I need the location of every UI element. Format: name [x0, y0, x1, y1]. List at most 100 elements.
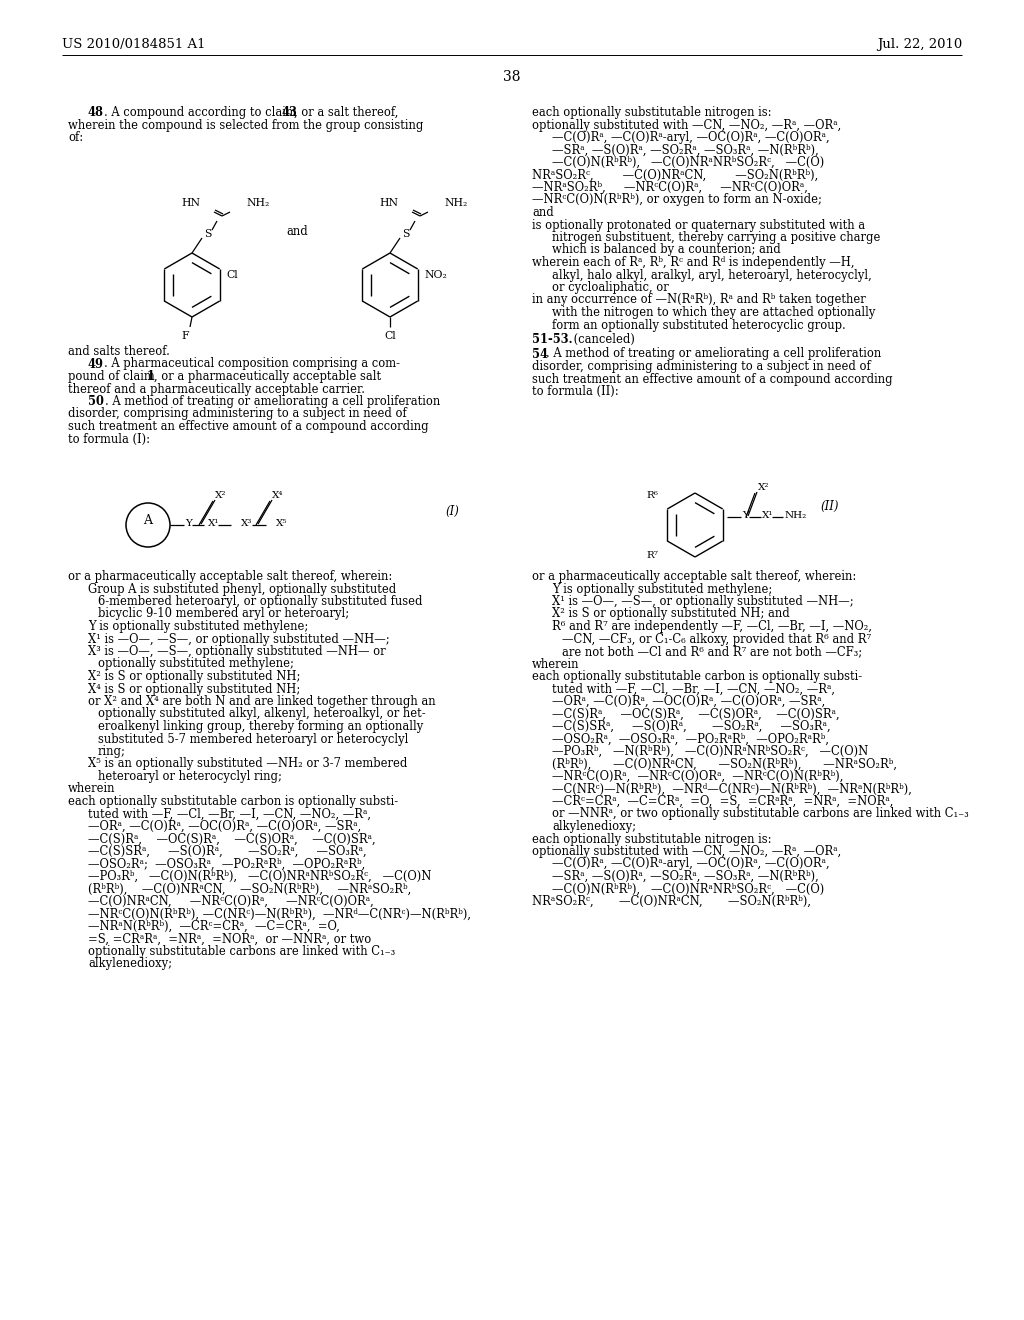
Text: X⁴: X⁴	[272, 491, 284, 500]
Text: (canceled): (canceled)	[570, 333, 635, 346]
Text: —C(S)Rᵃ,    —OC(S)Rᵃ,    —C(S)ORᵃ,    —C(O)SRᵃ,: —C(S)Rᵃ, —OC(S)Rᵃ, —C(S)ORᵃ, —C(O)SRᵃ,	[88, 833, 376, 846]
Text: —CRᶜ=CRᵃ,  —C=CRᵃ,  =O,  =S,  =CRᵃRᵃ,  =NRᵃ,  =NORᵃ,: —CRᶜ=CRᵃ, —C=CRᵃ, =O, =S, =CRᵃRᵃ, =NRᵃ, …	[552, 795, 893, 808]
Text: 51-53.: 51-53.	[532, 333, 572, 346]
Text: NH₂: NH₂	[246, 198, 269, 209]
Text: —OSO₂Rᵃ,  —OSO₃Rᵃ,  —PO₂RᵃRᵇ,  —OPO₂RᵃRᵇ,: —OSO₂Rᵃ, —OSO₃Rᵃ, —PO₂RᵃRᵇ, —OPO₂RᵃRᵇ,	[552, 733, 829, 746]
Text: Y: Y	[742, 511, 749, 520]
Text: HN: HN	[181, 198, 200, 209]
Text: X⁵ is an optionally substituted —NH₂ or 3-7 membered: X⁵ is an optionally substituted —NH₂ or …	[88, 758, 408, 771]
Text: substituted 5-7 membered heteroaryl or heterocyclyl: substituted 5-7 membered heteroaryl or h…	[98, 733, 409, 746]
Text: tuted with —F, —Cl, —Br, —I, —CN, —NO₂, —Rᵃ,: tuted with —F, —Cl, —Br, —I, —CN, —NO₂, …	[552, 682, 835, 696]
Text: Y is optionally substituted methylene;: Y is optionally substituted methylene;	[88, 620, 308, 634]
Text: —NRᶜC(O)Rᵃ,  —NRᶜC(O)ORᵃ,  —NRᶜC(O)N(RᵇRᵇ),: —NRᶜC(O)Rᵃ, —NRᶜC(O)ORᵃ, —NRᶜC(O)N(RᵇRᵇ)…	[552, 770, 844, 783]
Text: US 2010/0184851 A1: US 2010/0184851 A1	[62, 38, 206, 51]
Text: with the nitrogen to which they are attached optionally: with the nitrogen to which they are atta…	[552, 306, 876, 319]
Text: —NRᵃSO₂Rᵇ,     —NRᶜC(O)Rᵃ,     —NRᶜC(O)ORᵃ,: —NRᵃSO₂Rᵇ, —NRᶜC(O)Rᵃ, —NRᶜC(O)ORᵃ,	[532, 181, 808, 194]
Text: (RᵇRᵇ),      —C(O)NRᵃCN,      —SO₂N(RᵇRᵇ),      —NRᵃSO₂Rᵇ,: (RᵇRᵇ), —C(O)NRᵃCN, —SO₂N(RᵇRᵇ), —NRᵃSO₂…	[552, 758, 897, 771]
Text: 43: 43	[282, 106, 298, 119]
Text: NH₂: NH₂	[785, 511, 807, 520]
Text: to formula (II):: to formula (II):	[532, 385, 618, 399]
Text: which is balanced by a counterion; and: which is balanced by a counterion; and	[552, 243, 780, 256]
Text: . A compound according to claim: . A compound according to claim	[104, 106, 300, 119]
Text: —C(O)N(RᵇRᵇ),   —C(O)NRᵃNRᵇSO₂Rᶜ,   —C(O): —C(O)N(RᵇRᵇ), —C(O)NRᵃNRᵇSO₂Rᶜ, —C(O)	[552, 883, 824, 895]
Text: to formula (I):: to formula (I):	[68, 433, 150, 446]
Text: eroalkenyl linking group, thereby forming an optionally: eroalkenyl linking group, thereby formin…	[98, 719, 423, 733]
Text: optionally substituted methylene;: optionally substituted methylene;	[98, 657, 294, 671]
Text: Group A is substituted phenyl, optionally substituted: Group A is substituted phenyl, optionall…	[88, 582, 396, 595]
Text: —C(O)Rᵃ, —C(O)Rᵃ-aryl, —OC(O)Rᵃ, —C(O)ORᵃ,: —C(O)Rᵃ, —C(O)Rᵃ-aryl, —OC(O)Rᵃ, —C(O)OR…	[552, 858, 829, 870]
Text: =S, =CRᵃRᵃ,  =NRᵃ,  =NORᵃ,  or —NNRᵃ, or two: =S, =CRᵃRᵃ, =NRᵃ, =NORᵃ, or —NNRᵃ, or tw…	[88, 932, 372, 945]
Text: 38: 38	[503, 70, 521, 84]
Text: of:: of:	[68, 131, 83, 144]
Text: 1: 1	[147, 370, 155, 383]
Text: each optionally substitutable carbon is optionally substi-: each optionally substitutable carbon is …	[532, 671, 862, 682]
Text: —C(O)NRᵃCN,     —NRᶜC(O)Rᵃ,     —NRᶜC(O)ORᵃ,: —C(O)NRᵃCN, —NRᶜC(O)Rᵃ, —NRᶜC(O)ORᵃ,	[88, 895, 374, 908]
Text: wherein: wherein	[532, 657, 580, 671]
Text: (I): (I)	[445, 506, 459, 517]
Text: —ORᵃ, —C(O)Rᵃ, —OC(O)Rᵃ, —C(O)ORᵃ, —SRᵃ,: —ORᵃ, —C(O)Rᵃ, —OC(O)Rᵃ, —C(O)ORᵃ, —SRᵃ,	[88, 820, 361, 833]
Text: S: S	[402, 228, 410, 239]
Text: —NRᵃN(RᵇRᵇ),  —CRᶜ=CRᵃ,  —C=CRᵃ,  =O,: —NRᵃN(RᵇRᵇ), —CRᶜ=CRᵃ, —C=CRᵃ, =O,	[88, 920, 340, 933]
Text: or cycloaliphatic, or: or cycloaliphatic, or	[552, 281, 669, 294]
Text: X²: X²	[758, 483, 769, 492]
Text: NO₂: NO₂	[424, 271, 446, 280]
Text: such treatment an effective amount of a compound according: such treatment an effective amount of a …	[532, 372, 893, 385]
Text: heteroaryl or heterocyclyl ring;: heteroaryl or heterocyclyl ring;	[98, 770, 282, 783]
Text: X¹ is —O—, —S—, or optionally substituted —NH—;: X¹ is —O—, —S—, or optionally substitute…	[88, 632, 389, 645]
Text: optionally substituted with —CN, —NO₂, —Rᵃ, —ORᵃ,: optionally substituted with —CN, —NO₂, —…	[532, 845, 842, 858]
Text: NRᵃSO₂Rᶜ,        —C(O)NRᵃCN,        —SO₂N(RᵇRᵇ),: NRᵃSO₂Rᶜ, —C(O)NRᵃCN, —SO₂N(RᵇRᵇ),	[532, 169, 818, 181]
Text: X²: X²	[215, 491, 226, 500]
Text: NRᵃSO₂Rᶜ,       —C(O)NRᵃCN,       —SO₂N(RᵇRᵇ),: NRᵃSO₂Rᶜ, —C(O)NRᵃCN, —SO₂N(RᵇRᵇ),	[532, 895, 811, 908]
Text: —NRᶜC(O)N(RᵇRᵇ), or oxygen to form an N-oxide;: —NRᶜC(O)N(RᵇRᵇ), or oxygen to form an N-…	[532, 194, 822, 206]
Text: Cl: Cl	[226, 271, 238, 280]
Text: —PO₃Rᵇ,   —C(O)N(RᵇRᵇ),   —C(O)NRᵃNRᵇSO₂Rᶜ,   —C(O)N: —PO₃Rᵇ, —C(O)N(RᵇRᵇ), —C(O)NRᵃNRᵇSO₂Rᶜ, …	[88, 870, 431, 883]
Text: —C(O)Rᵃ, —C(O)Rᵃ-aryl, —OC(O)Rᵃ, —C(O)ORᵃ,: —C(O)Rᵃ, —C(O)Rᵃ-aryl, —OC(O)Rᵃ, —C(O)OR…	[552, 131, 829, 144]
Text: —C(S)SRᵃ,     —S(O)Rᵃ,       —SO₂Rᵃ,     —SO₃Rᵃ,: —C(S)SRᵃ, —S(O)Rᵃ, —SO₂Rᵃ, —SO₃Rᵃ,	[552, 719, 830, 733]
Text: is optionally protonated or quaternary substituted with a: is optionally protonated or quaternary s…	[532, 219, 865, 231]
Text: S: S	[205, 228, 212, 239]
Text: alkyl, halo alkyl, aralkyl, aryl, heteroaryl, heterocyclyl,: alkyl, halo alkyl, aralkyl, aryl, hetero…	[552, 268, 871, 281]
Text: 50: 50	[88, 395, 103, 408]
Text: or a pharmaceutically acceptable salt thereof, wherein:: or a pharmaceutically acceptable salt th…	[532, 570, 856, 583]
Text: 49: 49	[88, 358, 104, 371]
Text: wherein the compound is selected from the group consisting: wherein the compound is selected from th…	[68, 119, 423, 132]
Text: and: and	[532, 206, 554, 219]
Text: X¹: X¹	[208, 520, 219, 528]
Text: X² is S or optionally substituted NH;: X² is S or optionally substituted NH;	[88, 671, 300, 682]
Text: —C(S)SRᵃ,     —S(O)Rᵃ,       —SO₂Rᵃ,     —SO₃Rᵃ,: —C(S)SRᵃ, —S(O)Rᵃ, —SO₂Rᵃ, —SO₃Rᵃ,	[88, 845, 367, 858]
Text: (RᵇRᵇ),    —C(O)NRᵃCN,    —SO₂N(RᵇRᵇ),    —NRᵃSO₂Rᵇ,: (RᵇRᵇ), —C(O)NRᵃCN, —SO₂N(RᵇRᵇ), —NRᵃSO₂…	[88, 883, 412, 895]
Text: . A method of treating or ameliorating a cell proliferation: . A method of treating or ameliorating a…	[105, 395, 440, 408]
Text: alkylenedioxy;: alkylenedioxy;	[88, 957, 172, 970]
Text: X¹ is —O—, —S—, or optionally substituted —NH—;: X¹ is —O—, —S—, or optionally substitute…	[552, 595, 854, 609]
Text: —C(O)N(RᵇRᵇ),   —C(O)NRᵃNRᵇSO₂Rᶜ,   —C(O): —C(O)N(RᵇRᵇ), —C(O)NRᵃNRᵇSO₂Rᶜ, —C(O)	[552, 156, 824, 169]
Text: pound of claim: pound of claim	[68, 370, 159, 383]
Text: R⁷: R⁷	[646, 550, 658, 560]
Text: Cl: Cl	[384, 331, 396, 341]
Text: X⁴ is S or optionally substituted NH;: X⁴ is S or optionally substituted NH;	[88, 682, 300, 696]
Text: X⁵: X⁵	[276, 520, 288, 528]
Text: —NRᶜC(O)N(RᵇRᵇ), —C(NRᶜ)—N(RᵇRᵇ),  —NRᵈ—C(NRᶜ)—N(RᵇRᵇ),: —NRᶜC(O)N(RᵇRᵇ), —C(NRᶜ)—N(RᵇRᵇ), —NRᵈ—C…	[88, 908, 471, 920]
Text: wherein each of Rᵃ, Rᵇ, Rᶜ and Rᵈ is independently —H,: wherein each of Rᵃ, Rᵇ, Rᶜ and Rᵈ is ind…	[532, 256, 854, 269]
Text: each optionally substitutable carbon is optionally substi-: each optionally substitutable carbon is …	[68, 795, 398, 808]
Text: bicyclic 9-10 membered aryl or heteroaryl;: bicyclic 9-10 membered aryl or heteroary…	[98, 607, 349, 620]
Text: X³: X³	[241, 520, 252, 528]
Text: —ORᵃ, —C(O)Rᵃ, —OC(O)Rᵃ, —C(O)ORᵃ, —SRᵃ,: —ORᵃ, —C(O)Rᵃ, —OC(O)Rᵃ, —C(O)ORᵃ, —SRᵃ,	[552, 696, 825, 708]
Text: optionally substitutable carbons are linked with C₁₋₃: optionally substitutable carbons are lin…	[88, 945, 395, 958]
Text: X² is S or optionally substituted NH; and: X² is S or optionally substituted NH; an…	[552, 607, 790, 620]
Text: ring;: ring;	[98, 744, 126, 758]
Text: 6-membered heteroaryl, or optionally substituted fused: 6-membered heteroaryl, or optionally sub…	[98, 595, 423, 609]
Text: X¹: X¹	[762, 511, 773, 520]
Text: each optionally substitutable nitrogen is:: each optionally substitutable nitrogen i…	[532, 833, 771, 846]
Text: disorder, comprising administering to a subject in need of: disorder, comprising administering to a …	[532, 360, 870, 374]
Text: optionally substituted alkyl, alkenyl, heteroalkyl, or het-: optionally substituted alkyl, alkenyl, h…	[98, 708, 426, 721]
Text: —SRᵃ, —S(O)Rᵃ, —SO₂Rᵃ, —SO₃Rᵃ, —N(RᵇRᵇ),: —SRᵃ, —S(O)Rᵃ, —SO₂Rᵃ, —SO₃Rᵃ, —N(RᵇRᵇ),	[552, 870, 819, 883]
Text: —C(S)Rᵃ,    —OC(S)Rᵃ,    —C(S)ORᵃ,    —C(O)SRᵃ,: —C(S)Rᵃ, —OC(S)Rᵃ, —C(S)ORᵃ, —C(O)SRᵃ,	[552, 708, 840, 721]
Text: disorder, comprising administering to a subject in need of: disorder, comprising administering to a …	[68, 408, 407, 421]
Text: thereof and a pharmaceutically acceptable carrier.: thereof and a pharmaceutically acceptabl…	[68, 383, 365, 396]
Text: F: F	[181, 331, 188, 341]
Text: are not both —Cl and R⁶ and R⁷ are not both —CF₃;: are not both —Cl and R⁶ and R⁷ are not b…	[562, 645, 862, 657]
Text: and: and	[286, 224, 308, 238]
Text: , or a salt thereof,: , or a salt thereof,	[294, 106, 398, 119]
Text: , or a pharmaceutically acceptable salt: , or a pharmaceutically acceptable salt	[154, 370, 381, 383]
Text: such treatment an effective amount of a compound according: such treatment an effective amount of a …	[68, 420, 429, 433]
